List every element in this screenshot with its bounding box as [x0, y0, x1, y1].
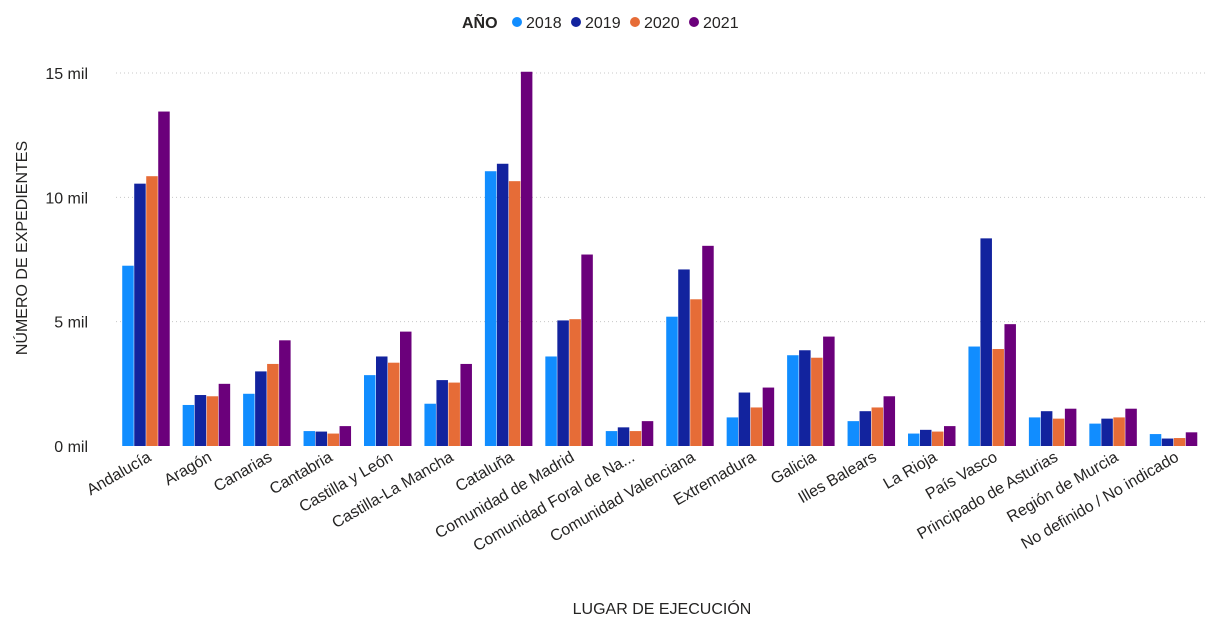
legend-label-2021: 2021 [703, 15, 739, 32]
bar-2019 [617, 427, 630, 446]
bar-2020 [992, 349, 1004, 446]
bar-2018 [1028, 417, 1041, 446]
bar-2018 [303, 431, 316, 446]
bar-2019 [799, 350, 811, 446]
bar-2021 [641, 421, 654, 446]
bar-2020 [750, 407, 763, 446]
bar-2018 [605, 431, 618, 446]
bar-2018 [968, 346, 980, 446]
bar-2020 [690, 299, 702, 446]
bar-2021 [460, 363, 472, 446]
bar-2019 [1101, 418, 1113, 446]
bar-2021 [1185, 432, 1198, 446]
bar-2021 [400, 331, 412, 446]
legend-marker-2021 [689, 17, 699, 27]
legend-title: AÑO [462, 12, 498, 32]
bar-2018 [182, 404, 195, 446]
bar-2018 [364, 375, 376, 446]
x-axis-title: LUGAR DE EJECUCIÓN [573, 599, 752, 618]
bar-2020 [932, 431, 944, 446]
bar-2020 [448, 382, 460, 446]
legend: AÑO 2018 2019 2020 2021 [462, 12, 739, 32]
legend-marker-2019 [571, 17, 581, 27]
bar-2021 [944, 426, 956, 446]
bar-2021 [762, 387, 775, 446]
bar-2019 [315, 431, 328, 446]
bar-2020 [1173, 438, 1186, 446]
bar-2020 [327, 433, 340, 446]
y-axis-ticks: 0 mil 5 mil 10 mil 15 mil [45, 66, 88, 456]
y-tick-label: 10 mil [45, 190, 88, 207]
y-tick-label: 15 mil [45, 66, 88, 83]
legend-marker-2018 [512, 17, 522, 27]
bar-2019 [1040, 411, 1053, 446]
y-axis-title: NÚMERO DE EXPEDIENTES [12, 141, 31, 355]
bar-2019 [194, 395, 207, 446]
bar-2019 [678, 269, 690, 446]
bar-2019 [134, 183, 146, 446]
bar-2018 [726, 417, 739, 446]
y-tick-label: 5 mil [54, 315, 88, 332]
bar-2021 [520, 71, 533, 447]
x-axis-ticks: Andalucía AragónCanariasCantabriaCastilla… [84, 449, 1182, 555]
bar-2019 [1161, 438, 1174, 446]
bar-2021 [1125, 408, 1137, 446]
bar-2019 [557, 320, 569, 446]
bar-2021 [883, 396, 896, 446]
bar-2020 [569, 319, 581, 446]
bar-2021 [158, 111, 170, 446]
x-tick-label: Andalucía [84, 449, 154, 499]
bar-2020 [508, 181, 521, 447]
bar-2021 [1064, 408, 1077, 446]
bar-2018 [484, 171, 497, 446]
bar-2020 [206, 396, 219, 446]
bar-2019 [496, 163, 509, 446]
legend-label-2019: 2019 [585, 15, 621, 32]
bar-2019 [859, 411, 872, 446]
bar-2019 [436, 380, 448, 446]
bar-2019 [980, 238, 992, 446]
bar-2019 [920, 429, 932, 446]
bar-2018 [1149, 434, 1162, 446]
bar-2018 [122, 265, 134, 446]
bar-2021 [339, 426, 352, 446]
legend-label-2020: 2020 [644, 15, 680, 32]
bar-2021 [581, 254, 593, 446]
bar-2020 [146, 176, 158, 447]
x-tick-label: Aragón [161, 449, 214, 490]
y-tick-label: 0 mil [54, 439, 88, 456]
bar-2020 [811, 357, 823, 446]
bar-2021 [823, 336, 835, 446]
bar-2021 [1004, 324, 1016, 446]
bar-2020 [1052, 418, 1065, 446]
bar-2018 [666, 316, 678, 446]
bar-2020 [267, 363, 279, 446]
bar-2021 [702, 245, 714, 446]
bar-2021 [218, 383, 231, 446]
bar-2018 [545, 356, 557, 446]
bar-2019 [738, 392, 751, 446]
bar-2019 [255, 371, 267, 446]
bar-2021 [279, 340, 291, 446]
bar-2020 [388, 362, 400, 446]
bar-2020 [871, 407, 884, 446]
bar-2020 [1113, 417, 1125, 446]
bar-2019 [376, 356, 388, 446]
bar-2018 [424, 403, 436, 446]
bars [122, 71, 1198, 447]
bar-2018 [908, 433, 920, 446]
legend-label-2018: 2018 [526, 15, 562, 32]
bar-2020 [629, 431, 642, 446]
x-tick-label: Canarias [211, 449, 275, 496]
bar-2018 [847, 421, 860, 446]
bar-2018 [243, 393, 255, 446]
gridlines [116, 72, 1208, 323]
bar-2018 [787, 355, 799, 446]
legend-marker-2020 [630, 17, 640, 27]
bar-2018 [1089, 423, 1101, 446]
